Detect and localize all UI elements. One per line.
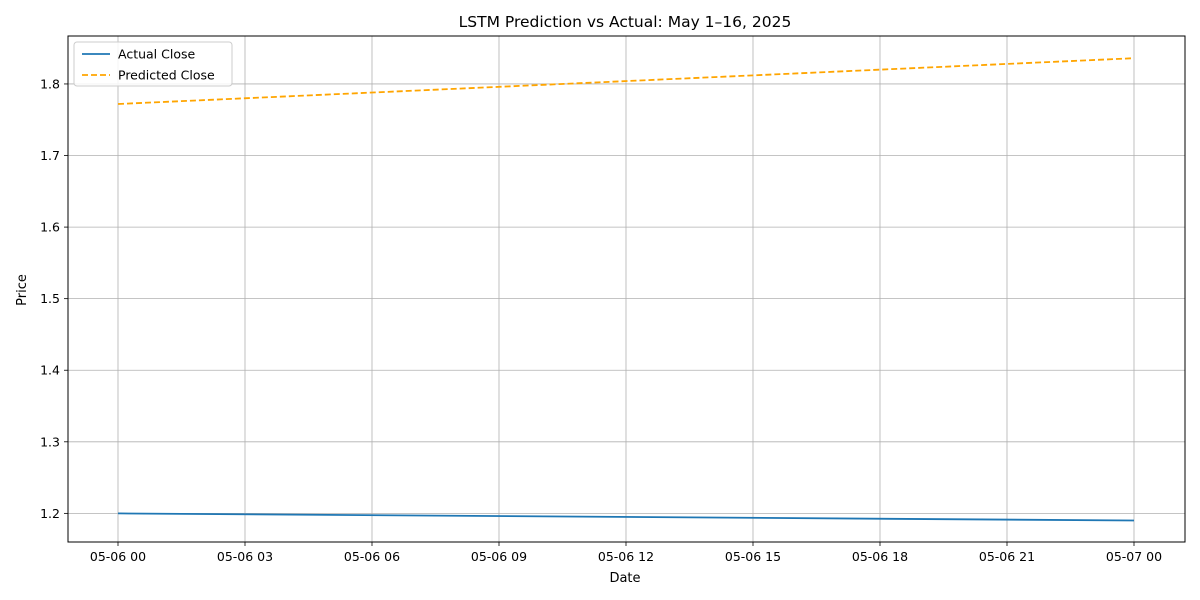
x-tick-label: 05-06 12 bbox=[598, 549, 654, 564]
axes: 05-06 00 05-06 03 05-06 06 05-06 09 05-06 12… bbox=[40, 76, 1162, 564]
x-tick-label: 05-06 18 bbox=[852, 549, 908, 564]
series-layer bbox=[117, 57, 1135, 522]
x-tick-label: 05-06 15 bbox=[725, 549, 781, 564]
legend: Actual Close Predicted Close bbox=[73, 41, 233, 87]
x-tick-label: 05-07 00 bbox=[1106, 549, 1162, 564]
y-tick-label: 1.3 bbox=[40, 434, 60, 449]
x-tick-label: 05-06 00 bbox=[90, 549, 146, 564]
grid bbox=[68, 36, 1185, 542]
y-tick-label: 1.8 bbox=[40, 76, 60, 91]
legend-label: Predicted Close bbox=[118, 68, 215, 83]
y-axis-label: Price bbox=[15, 274, 30, 306]
chart-title: LSTM Prediction vs Actual: May 1–16, 202… bbox=[459, 13, 792, 31]
x-tick-label: 05-06 09 bbox=[471, 549, 527, 564]
legend-label: Actual Close bbox=[118, 47, 195, 62]
x-tick-label: 05-06 06 bbox=[344, 549, 400, 564]
y-tick-label: 1.6 bbox=[40, 220, 60, 235]
y-tick-label: 1.5 bbox=[40, 291, 60, 306]
y-tick-label: 1.2 bbox=[40, 506, 60, 521]
legend-box bbox=[73, 41, 233, 87]
plot-frame bbox=[67, 35, 1186, 543]
series-line bbox=[117, 57, 1135, 105]
series-line bbox=[117, 512, 1135, 522]
y-tick-label: 1.7 bbox=[40, 148, 60, 163]
y-tick-label: 1.4 bbox=[40, 363, 60, 378]
x-axis-label: Date bbox=[609, 571, 640, 586]
x-tick-label: 05-06 03 bbox=[217, 549, 273, 564]
x-tick-label: 05-06 21 bbox=[979, 549, 1035, 564]
